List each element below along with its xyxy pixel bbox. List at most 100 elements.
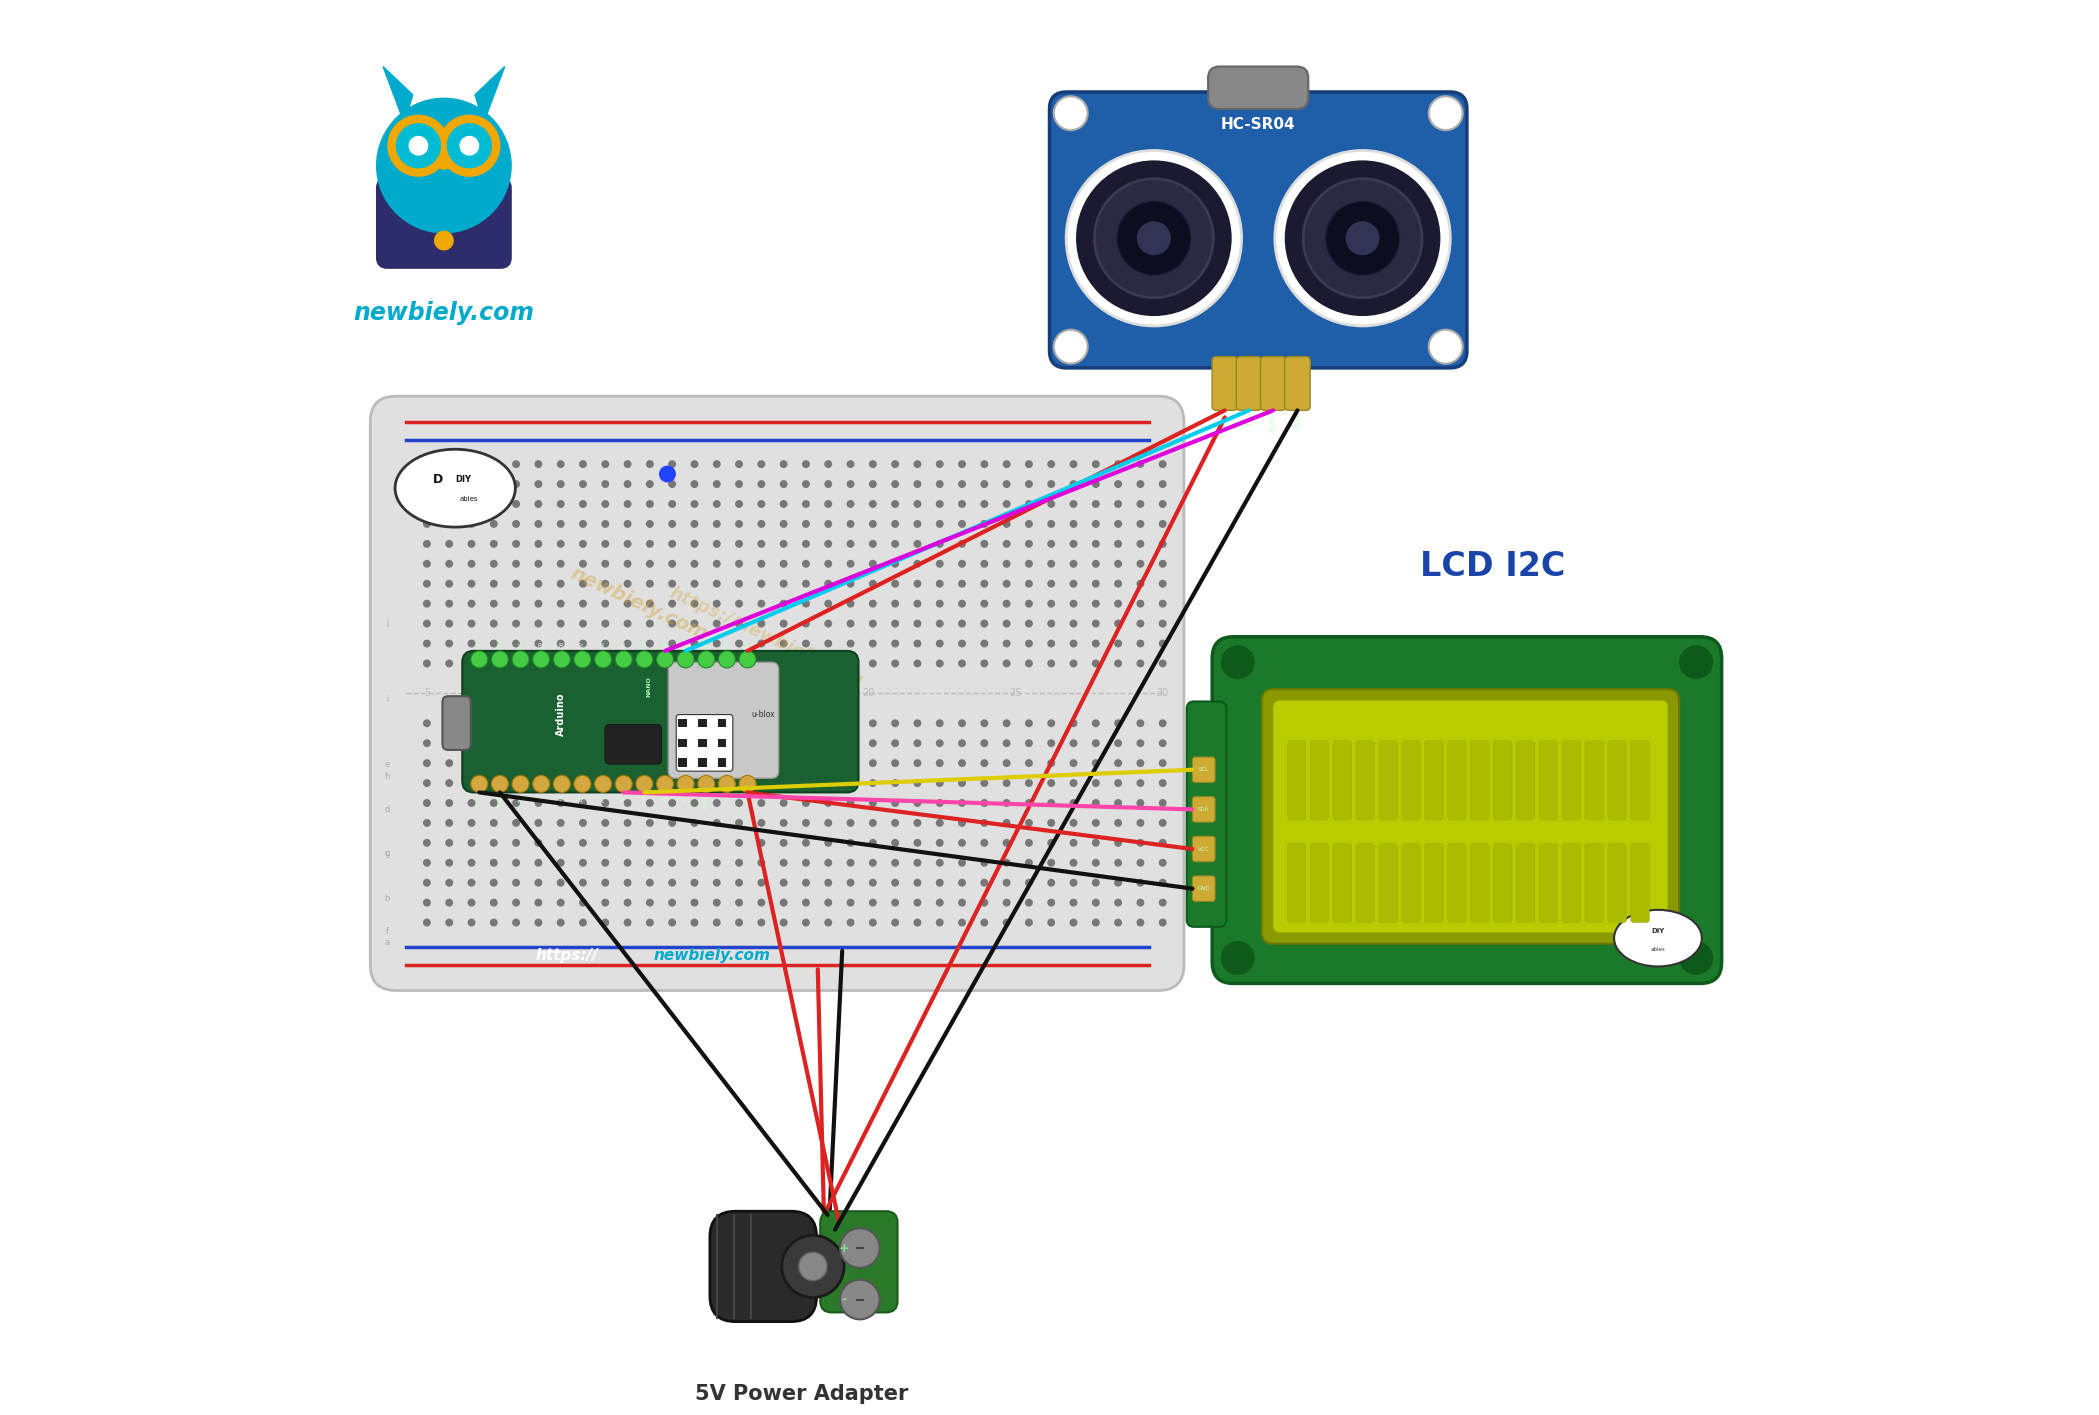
Circle shape (802, 760, 810, 767)
Circle shape (936, 719, 945, 727)
Circle shape (779, 640, 787, 648)
Circle shape (646, 600, 653, 607)
Text: A2: A2 (579, 795, 586, 802)
Circle shape (667, 580, 676, 587)
Circle shape (892, 719, 898, 727)
Circle shape (579, 519, 588, 528)
Circle shape (957, 541, 966, 548)
Circle shape (556, 519, 565, 528)
Circle shape (869, 879, 877, 887)
Circle shape (556, 640, 565, 648)
Circle shape (1070, 839, 1077, 846)
Circle shape (1115, 541, 1123, 548)
FancyBboxPatch shape (1285, 357, 1310, 410)
Circle shape (1024, 780, 1033, 787)
Circle shape (714, 839, 720, 846)
Circle shape (913, 799, 921, 807)
Circle shape (913, 499, 921, 508)
Circle shape (600, 560, 609, 567)
Circle shape (667, 659, 676, 668)
Circle shape (615, 775, 632, 792)
Circle shape (646, 519, 653, 528)
Text: Arduino: Arduino (556, 693, 567, 736)
Circle shape (1070, 780, 1077, 787)
Text: D11: D11 (497, 637, 502, 648)
Circle shape (1159, 879, 1167, 887)
Circle shape (1091, 460, 1100, 468)
Circle shape (802, 739, 810, 747)
Circle shape (825, 620, 831, 627)
Circle shape (735, 879, 743, 887)
Circle shape (1003, 918, 1010, 927)
Circle shape (434, 231, 453, 250)
Circle shape (1136, 519, 1144, 528)
Circle shape (980, 859, 989, 867)
Text: A1: A1 (558, 795, 565, 802)
Circle shape (936, 760, 945, 767)
Circle shape (445, 879, 453, 887)
Text: newbiely.com: newbiely.com (653, 948, 770, 962)
Circle shape (600, 780, 609, 787)
Circle shape (735, 620, 743, 627)
Circle shape (714, 460, 720, 468)
Circle shape (422, 780, 430, 787)
Circle shape (936, 859, 945, 867)
FancyBboxPatch shape (1425, 741, 1444, 821)
Circle shape (445, 659, 453, 668)
Circle shape (623, 918, 632, 927)
Circle shape (667, 780, 676, 787)
Circle shape (1115, 560, 1123, 567)
Circle shape (636, 775, 653, 792)
Circle shape (892, 600, 898, 607)
Text: D12: D12 (476, 637, 483, 648)
Circle shape (779, 760, 787, 767)
Circle shape (667, 460, 676, 468)
Circle shape (779, 899, 787, 907)
Text: d: d (384, 805, 390, 814)
Circle shape (691, 659, 699, 668)
Circle shape (802, 499, 810, 508)
Circle shape (1003, 580, 1010, 587)
Circle shape (468, 760, 476, 767)
Text: 3.3V: 3.3V (497, 795, 502, 807)
Circle shape (802, 879, 810, 887)
Circle shape (646, 899, 653, 907)
Circle shape (1159, 560, 1167, 567)
Circle shape (535, 739, 542, 747)
Circle shape (667, 760, 676, 767)
Circle shape (691, 541, 699, 548)
Circle shape (1091, 859, 1100, 867)
Circle shape (913, 480, 921, 488)
Circle shape (980, 918, 989, 927)
Circle shape (556, 839, 565, 846)
Circle shape (1070, 460, 1077, 468)
Circle shape (1024, 799, 1033, 807)
Circle shape (512, 651, 529, 668)
Text: SDA: SDA (1199, 807, 1209, 812)
Circle shape (735, 799, 743, 807)
Circle shape (980, 819, 989, 826)
Circle shape (1047, 541, 1056, 548)
Circle shape (825, 719, 831, 727)
FancyBboxPatch shape (1192, 836, 1215, 862)
Circle shape (667, 480, 676, 488)
FancyBboxPatch shape (1562, 843, 1581, 923)
Text: Gnd: Gnd (1293, 413, 1301, 429)
Text: A4: A4 (621, 795, 626, 802)
Circle shape (825, 760, 831, 767)
Circle shape (714, 879, 720, 887)
Circle shape (600, 719, 609, 727)
Circle shape (1047, 460, 1056, 468)
Circle shape (535, 519, 542, 528)
Circle shape (535, 460, 542, 468)
Circle shape (936, 819, 945, 826)
Circle shape (892, 541, 898, 548)
Circle shape (980, 659, 989, 668)
Circle shape (1091, 819, 1100, 826)
Circle shape (1159, 541, 1167, 548)
Circle shape (892, 480, 898, 488)
Circle shape (678, 651, 695, 668)
Circle shape (470, 651, 487, 668)
Circle shape (1003, 600, 1010, 607)
FancyBboxPatch shape (1310, 843, 1329, 923)
